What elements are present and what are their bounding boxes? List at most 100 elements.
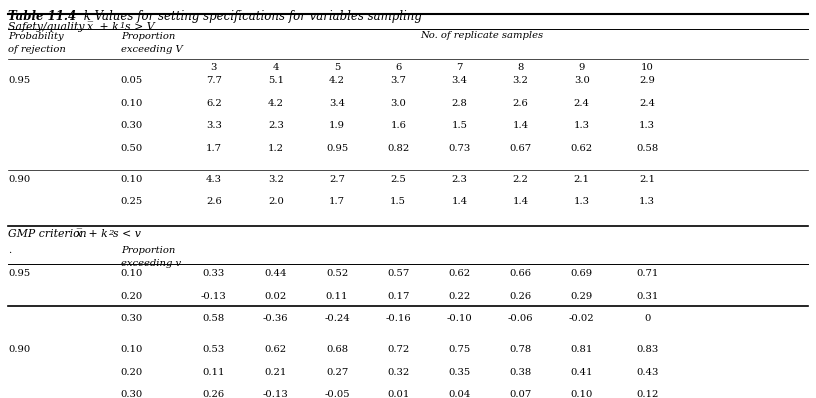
Text: 0.75: 0.75 bbox=[448, 345, 471, 354]
Text: exceeding V: exceeding V bbox=[121, 45, 183, 54]
Text: 1: 1 bbox=[119, 22, 125, 30]
Text: 0.90: 0.90 bbox=[8, 345, 30, 354]
Text: 0.82: 0.82 bbox=[387, 144, 410, 152]
Text: 0.26: 0.26 bbox=[202, 390, 225, 398]
Text: 0.95: 0.95 bbox=[8, 269, 30, 279]
Text: -0.16: -0.16 bbox=[385, 314, 411, 323]
Text: 2.3: 2.3 bbox=[451, 175, 468, 184]
Text: -0.06: -0.06 bbox=[508, 314, 534, 323]
Text: 1.6: 1.6 bbox=[390, 121, 406, 130]
Text: 2.1: 2.1 bbox=[639, 175, 655, 184]
Text: 0.04: 0.04 bbox=[448, 390, 471, 398]
Text: 1.7: 1.7 bbox=[206, 144, 222, 152]
Text: 0.10: 0.10 bbox=[121, 99, 143, 108]
Text: 1.3: 1.3 bbox=[639, 121, 655, 130]
Text: 2.6: 2.6 bbox=[206, 197, 222, 206]
Text: 0.32: 0.32 bbox=[387, 368, 410, 377]
Text: No. of replicate samples: No. of replicate samples bbox=[420, 31, 543, 39]
Text: 7.7: 7.7 bbox=[206, 76, 222, 85]
Text: 0.30: 0.30 bbox=[121, 390, 143, 398]
Text: 0.30: 0.30 bbox=[121, 121, 143, 130]
Text: 2.3: 2.3 bbox=[268, 121, 284, 130]
Text: 0.41: 0.41 bbox=[570, 368, 593, 377]
Text: 3.7: 3.7 bbox=[390, 76, 406, 85]
Text: 0.62: 0.62 bbox=[264, 345, 287, 354]
Text: Proportion: Proportion bbox=[121, 32, 175, 41]
Text: 0.62: 0.62 bbox=[570, 144, 593, 152]
Text: 2.8: 2.8 bbox=[451, 99, 468, 108]
Text: 0.22: 0.22 bbox=[448, 292, 471, 301]
Text: 0.33: 0.33 bbox=[202, 269, 225, 279]
Text: 3.4: 3.4 bbox=[329, 99, 345, 108]
Text: 0.11: 0.11 bbox=[326, 292, 348, 301]
Text: 1.3: 1.3 bbox=[639, 197, 655, 206]
Text: 3.2: 3.2 bbox=[512, 76, 529, 85]
Text: of rejection: of rejection bbox=[8, 45, 66, 54]
Text: 0.57: 0.57 bbox=[387, 269, 410, 279]
Text: 2.9: 2.9 bbox=[639, 76, 655, 85]
Text: s < v: s < v bbox=[113, 229, 140, 239]
Text: 0.10: 0.10 bbox=[121, 175, 143, 184]
Text: 0.05: 0.05 bbox=[121, 76, 143, 85]
Text: 0.78: 0.78 bbox=[509, 345, 532, 354]
Text: 2.4: 2.4 bbox=[639, 99, 655, 108]
Text: Proportion: Proportion bbox=[121, 246, 175, 255]
Text: .: . bbox=[8, 246, 11, 255]
Text: -0.13: -0.13 bbox=[201, 292, 227, 301]
Text: 0: 0 bbox=[644, 314, 650, 323]
Text: 0.66: 0.66 bbox=[510, 269, 531, 279]
Text: 4.2: 4.2 bbox=[268, 99, 284, 108]
Text: 2.1: 2.1 bbox=[574, 175, 590, 184]
Text: 0.21: 0.21 bbox=[264, 368, 287, 377]
Text: k Values for setting specifications for variables sampling: k Values for setting specifications for … bbox=[80, 10, 422, 23]
Text: GMP criterion: GMP criterion bbox=[8, 229, 91, 239]
Text: 0.29: 0.29 bbox=[570, 292, 593, 301]
Text: 2.5: 2.5 bbox=[390, 175, 406, 184]
Text: 3.2: 3.2 bbox=[268, 175, 284, 184]
Text: 0.20: 0.20 bbox=[121, 368, 143, 377]
Text: 0.71: 0.71 bbox=[636, 269, 659, 279]
Text: 3.3: 3.3 bbox=[206, 121, 222, 130]
Text: 3.0: 3.0 bbox=[390, 99, 406, 108]
Text: 0.20: 0.20 bbox=[121, 292, 143, 301]
Text: -0.10: -0.10 bbox=[446, 314, 472, 323]
Text: 0.31: 0.31 bbox=[636, 292, 659, 301]
Text: 0.68: 0.68 bbox=[326, 345, 348, 354]
Text: 1.9: 1.9 bbox=[329, 121, 345, 130]
Text: 1.5: 1.5 bbox=[451, 121, 468, 130]
Text: 0.11: 0.11 bbox=[202, 368, 225, 377]
Text: 1.4: 1.4 bbox=[512, 121, 529, 130]
Text: -0.13: -0.13 bbox=[263, 390, 289, 398]
Text: 0.10: 0.10 bbox=[570, 390, 593, 398]
Text: 1.7: 1.7 bbox=[329, 197, 345, 206]
Text: 0.95: 0.95 bbox=[8, 76, 30, 85]
Text: 0.44: 0.44 bbox=[264, 269, 287, 279]
Text: 0.67: 0.67 bbox=[509, 144, 532, 152]
Text: -0.05: -0.05 bbox=[324, 390, 350, 398]
Text: 0.10: 0.10 bbox=[121, 269, 143, 279]
Text: 0.83: 0.83 bbox=[636, 345, 659, 354]
Text: 1.3: 1.3 bbox=[574, 121, 590, 130]
Text: 2.6: 2.6 bbox=[512, 99, 529, 108]
Text: 1.2: 1.2 bbox=[268, 144, 284, 152]
Text: 0.95: 0.95 bbox=[326, 144, 348, 152]
Text: 0.12: 0.12 bbox=[636, 390, 659, 398]
Text: 5: 5 bbox=[334, 63, 340, 72]
Text: 0.52: 0.52 bbox=[326, 269, 348, 279]
Text: 2: 2 bbox=[108, 229, 113, 237]
Text: 0.25: 0.25 bbox=[121, 197, 143, 206]
Text: 0.10: 0.10 bbox=[121, 345, 143, 354]
Text: 0.17: 0.17 bbox=[387, 292, 410, 301]
Text: 1.4: 1.4 bbox=[451, 197, 468, 206]
Text: 0.73: 0.73 bbox=[448, 144, 471, 152]
Text: Table 11.4: Table 11.4 bbox=[8, 10, 76, 23]
Text: 3.0: 3.0 bbox=[574, 76, 590, 85]
Text: 0.50: 0.50 bbox=[121, 144, 143, 152]
Text: 0.62: 0.62 bbox=[448, 269, 471, 279]
Text: 0.26: 0.26 bbox=[509, 292, 532, 301]
Text: 9: 9 bbox=[579, 63, 585, 72]
Text: x̅: x̅ bbox=[76, 229, 82, 239]
Text: + k: + k bbox=[85, 229, 108, 239]
Text: 10: 10 bbox=[641, 63, 654, 72]
Text: 0.58: 0.58 bbox=[202, 314, 225, 323]
